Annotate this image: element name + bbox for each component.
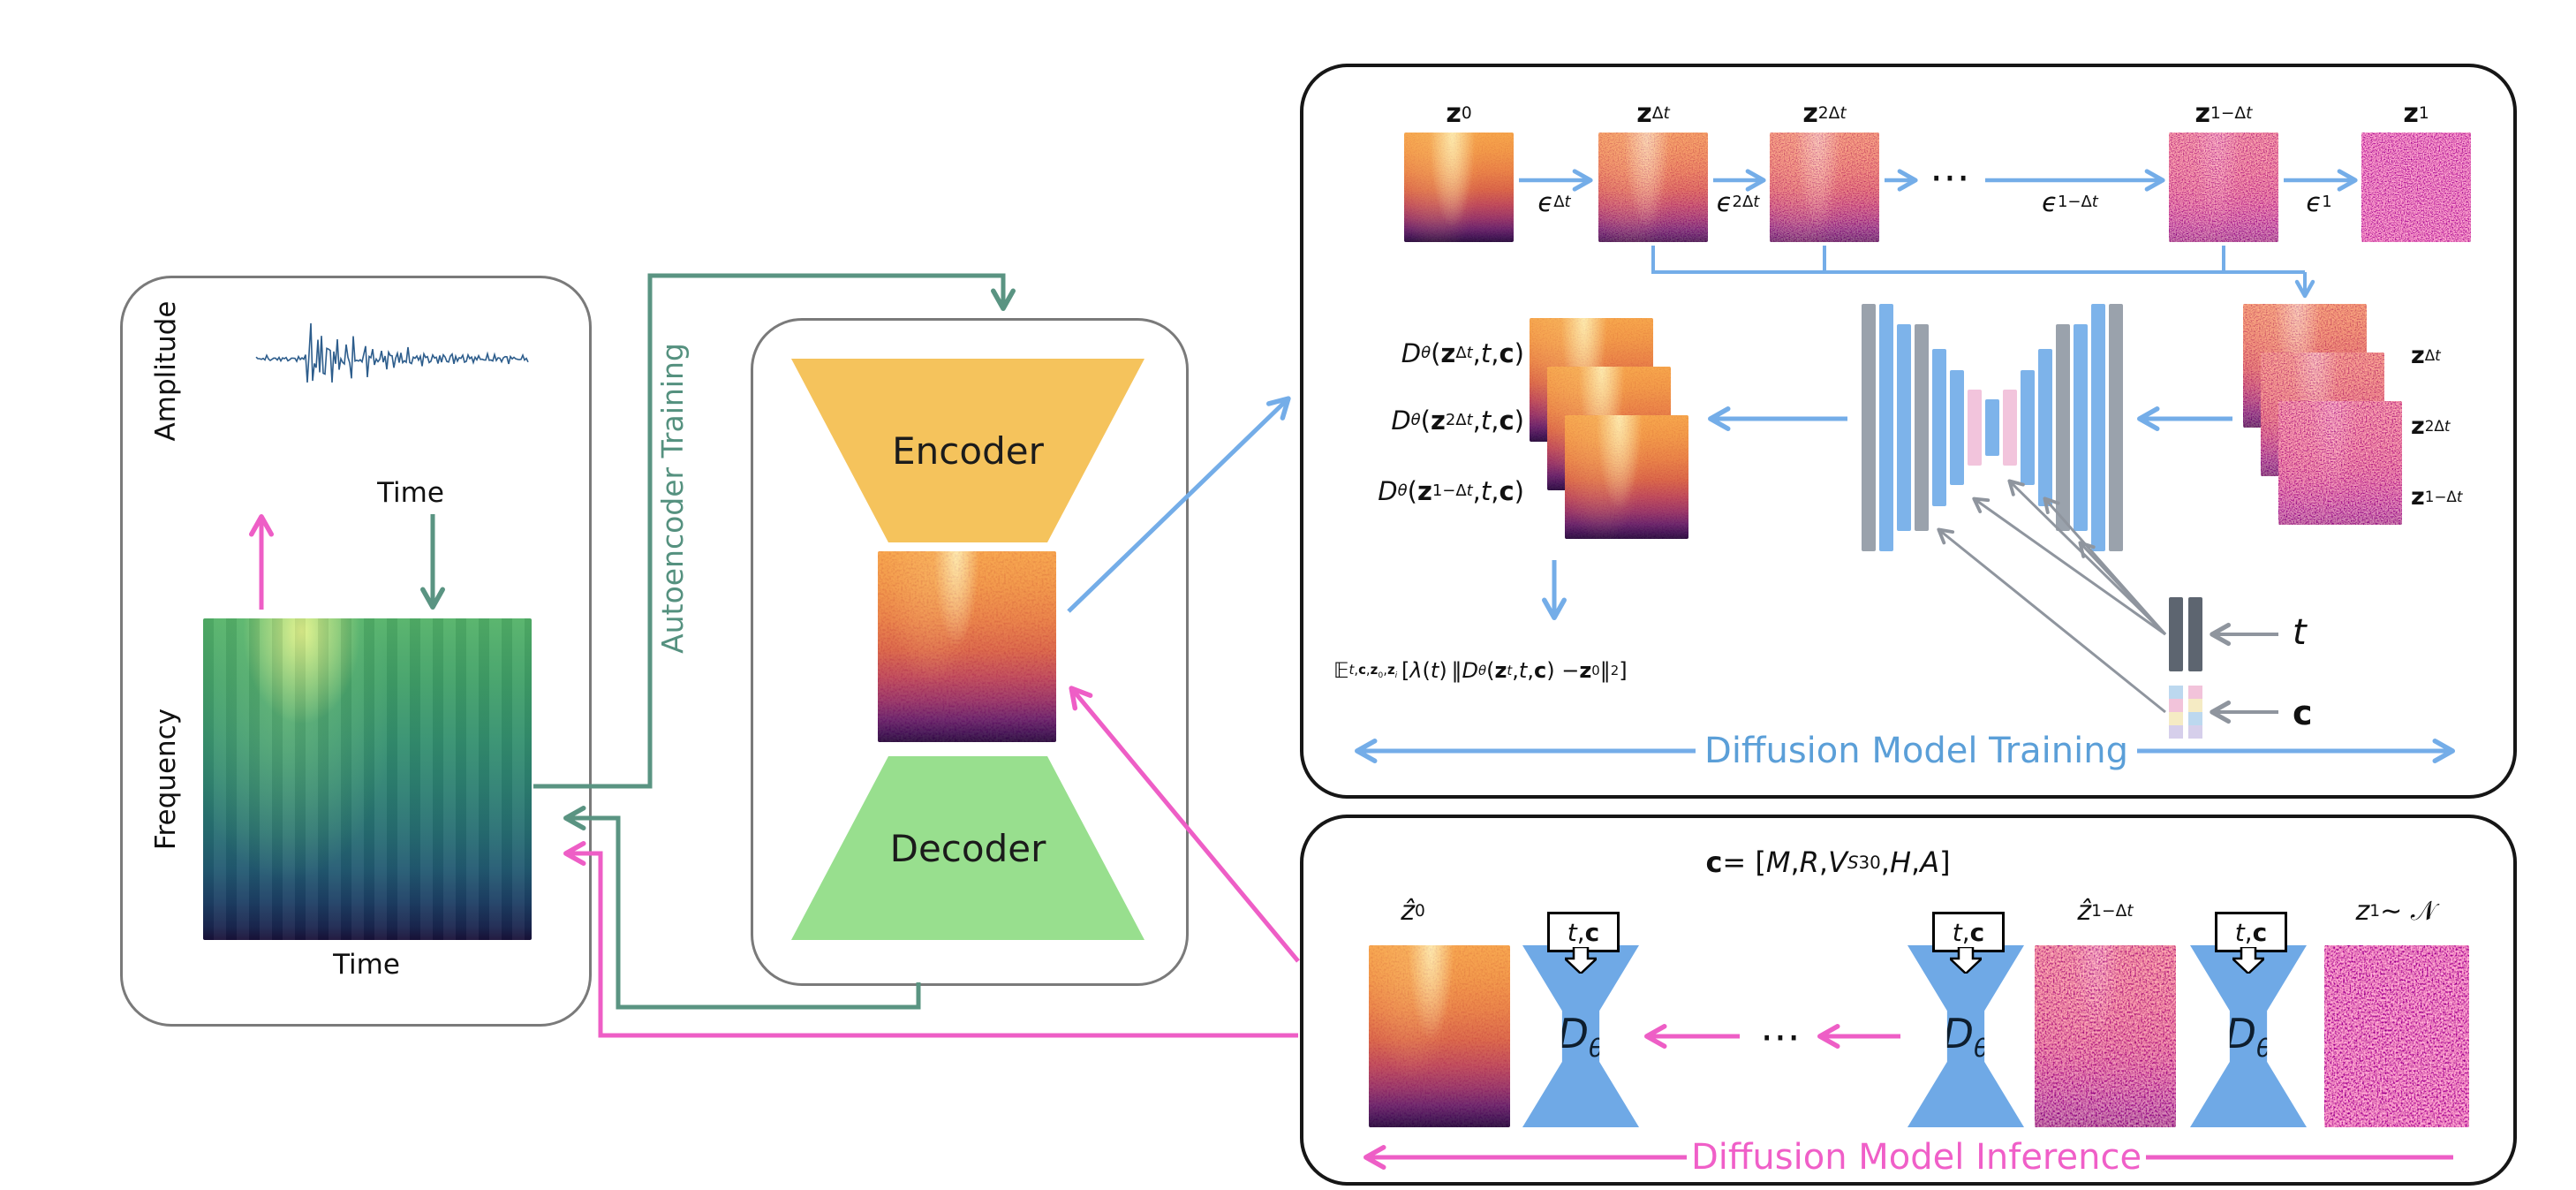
time-axis-label-top: Time xyxy=(377,476,444,509)
chain-ellipsis: ⋯ xyxy=(1930,152,1970,201)
condition-vector-label: c = [M, R, V S30, H, A] xyxy=(1705,845,1951,880)
tc-block-arrow-1 xyxy=(1565,947,1597,974)
noise-texture xyxy=(2361,133,2471,242)
chain-image-z0 xyxy=(1404,133,1514,242)
unet-layer-bar xyxy=(1985,399,1999,456)
amplitude-axis-label: Amplitude xyxy=(149,300,182,442)
autoencoder-training-label: Autoencoder Training xyxy=(654,343,690,654)
noise-texture xyxy=(1369,945,1510,1127)
frequency-axis-label: Frequency xyxy=(149,708,182,851)
unet-layer-bar xyxy=(1897,324,1911,531)
chain-image-z2dt xyxy=(1770,133,1879,242)
epsilon-label-2dt: ϵ 2Δt xyxy=(1716,186,1760,217)
diffusion-inference-panel xyxy=(1300,815,2517,1186)
timestep-input-label: t xyxy=(2293,612,2307,653)
tc-block-arrow-3 xyxy=(2232,947,2264,974)
unet-layer-bar xyxy=(2109,304,2123,551)
unet-layer-bar xyxy=(1879,304,1893,551)
chain-label-z1mdt: z 1−Δt xyxy=(2195,98,2253,130)
time-axis-label-bottom: Time xyxy=(333,948,400,981)
unet-layer-bar xyxy=(2003,390,2017,466)
noisy-stack-label-zdt: z Δt xyxy=(2411,341,2441,369)
noise-texture xyxy=(2278,401,2402,525)
zhat0-image xyxy=(1369,945,1510,1127)
denoiser-label: Dθ xyxy=(1942,1009,1990,1064)
denoiser-label: Dθ xyxy=(1557,1009,1605,1064)
condition-input-label: c xyxy=(2293,694,2313,733)
waveform-plot xyxy=(255,322,529,383)
timestep-embedding-bar xyxy=(2188,597,2202,671)
noise-texture xyxy=(1770,133,1879,242)
noise-texture xyxy=(1598,133,1708,242)
noise-texture xyxy=(1404,133,1514,242)
latent-spectrogram xyxy=(878,551,1056,742)
epsilon-label-1mdt: ϵ 1−Δt xyxy=(2042,186,2098,217)
condition-embedding-column xyxy=(2169,686,2183,739)
unet-layer-bar xyxy=(2074,324,2088,531)
inference-ellipsis: ⋯ xyxy=(1760,1012,1801,1060)
decoder-label: Decoder xyxy=(889,826,1046,870)
noise-texture xyxy=(2324,945,2469,1127)
unet-layer-bar xyxy=(2021,370,2035,485)
zhat1mdt-label: ẑ 1−Δt xyxy=(2077,896,2134,928)
z1-prior-image xyxy=(2324,945,2469,1127)
noise-texture xyxy=(2169,133,2278,242)
chain-label-zdt: z Δt xyxy=(1636,98,1670,130)
noisy-stack-label-z2dt: z 2Δt xyxy=(2411,412,2451,440)
tc-block-arrow-2 xyxy=(1950,947,1982,974)
timestep-embedding xyxy=(2169,597,2202,671)
unet-layer-bar xyxy=(2056,324,2070,531)
denoiser-label: Dθ xyxy=(2225,1009,2272,1064)
waveform-path xyxy=(255,322,529,383)
unet-layer-bar xyxy=(1950,370,1964,485)
training-caption: Diffusion Model Training xyxy=(1696,730,2137,772)
unet-layer-bar xyxy=(2091,304,2105,551)
noise-texture xyxy=(1565,415,1688,539)
encoder-label: Encoder xyxy=(892,428,1044,473)
spectrogram-green xyxy=(203,618,532,940)
noise-texture xyxy=(2035,945,2176,1127)
chain-image-zdt xyxy=(1598,133,1708,242)
unet-layer-bar xyxy=(1862,304,1876,551)
noisy-stack-label-z1mdt: z 1−Δt xyxy=(2411,482,2463,511)
condition-embedding-column xyxy=(2188,686,2202,739)
chain-label-z2dt: z 2Δt xyxy=(1802,98,1847,130)
unet-layer-bar xyxy=(1968,390,1982,466)
unet-layer-bar xyxy=(2038,349,2052,506)
condition-embedding xyxy=(2169,686,2202,739)
zhat1mdt-image xyxy=(2035,945,2176,1127)
diffusion-training-panel xyxy=(1300,64,2517,799)
chain-image-z1 xyxy=(2361,133,2471,242)
noise-texture xyxy=(878,551,1056,742)
timestep-embedding-bar xyxy=(2169,597,2183,671)
denoised-stack-image-3 xyxy=(1565,415,1688,539)
unet-layer-bar xyxy=(1932,349,1946,506)
chain-image-z1mdt xyxy=(2169,133,2278,242)
unet-denoiser xyxy=(1858,304,2127,551)
inference-caption: Diffusion Model Inference xyxy=(1687,1136,2146,1179)
noisy-stack-image-z1mdt xyxy=(2278,401,2402,525)
unet-layer-bar xyxy=(1915,324,1929,531)
epsilon-label-dt: ϵ Δt xyxy=(1537,186,1571,217)
